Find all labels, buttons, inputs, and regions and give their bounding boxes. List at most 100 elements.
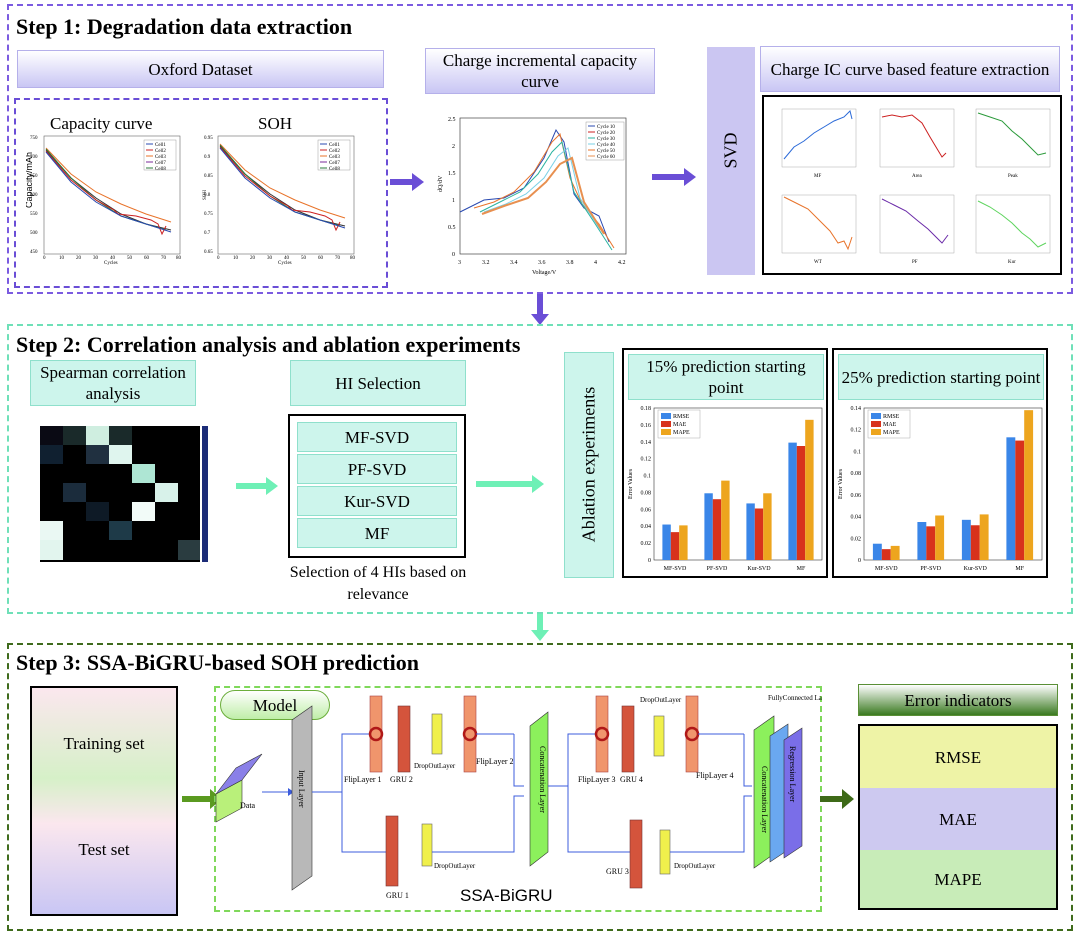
ic-xticks: 3 3.2 3.4 3.6 3.8 4 4.2 <box>458 260 626 266</box>
y-tick-label: 0.12 <box>641 457 652 463</box>
capacity-xtick-1: 0 <box>43 256 46 261</box>
x-tick-label: Kur-SVD <box>964 566 988 572</box>
feature-label-peak: Peak <box>1008 174 1018 179</box>
soh-legend-5: Cell8 <box>329 167 340 172</box>
feature-label-wt: WT <box>814 260 822 265</box>
concat1-label: Concatenation Layer <box>538 746 547 813</box>
x-tick-label: MF <box>797 566 806 572</box>
soh-ylabel: SOH <box>203 190 208 200</box>
soh-ytick-5: 0.75 <box>204 212 213 217</box>
bar-mae <box>970 525 980 560</box>
ic-yticks: 2.5 2 1.5 1 0.5 0 <box>448 117 456 258</box>
soh-xtick-9: 80 <box>350 256 356 261</box>
ablation-chart-15: 15% prediction starting point 0 0.02 0.04 0… <box>622 348 828 578</box>
soh-plot: SOH Cycles Cell1 Cell2 Cell3 Cell7 Cell8… <box>203 135 356 266</box>
hi-item-kur-svd: Kur-SVD <box>297 486 457 516</box>
y-tick-label: 0 <box>858 558 861 564</box>
x-tick-label: PF-SVD <box>707 566 728 572</box>
feature-plot-labels: MF Area Peak WT PF Kur <box>814 174 1018 265</box>
legend-swatch <box>871 429 881 435</box>
capacity-xticks: 0 10 20 30 40 50 60 70 80 <box>43 256 182 261</box>
ic-curve-header: Charge incremental capacity curve <box>425 48 655 94</box>
legend-label: RMSE <box>673 414 690 420</box>
bar-mape <box>1024 410 1034 560</box>
y-tick-label: 0.18 <box>641 406 652 412</box>
ic-ylabel: dQ/dV <box>438 175 444 192</box>
arrow-right-icon <box>476 475 544 493</box>
capacity-legend-5: Cell8 <box>155 167 166 172</box>
bar-rmse <box>788 442 797 560</box>
y-tick-label: 0.1 <box>644 474 652 480</box>
soh-xtick-3: 20 <box>250 256 256 261</box>
bar-mape <box>721 480 730 560</box>
ic-legend-1: Cycle 10 <box>597 125 615 130</box>
bar-rmse <box>961 519 971 560</box>
bar-mae <box>1015 440 1025 560</box>
gru2-label: GRU 2 <box>390 775 413 784</box>
capacity-curve-label: Capacity curve <box>50 114 153 133</box>
bar-mae <box>881 549 891 560</box>
arrow-right-icon <box>182 789 222 809</box>
capacity-xtick-3: 20 <box>76 256 82 261</box>
bar-rmse <box>704 493 713 560</box>
feature-grid: MF Area Peak WT PF Kur <box>762 95 1062 275</box>
arrow-right-icon <box>820 789 854 809</box>
feature-label-area: Area <box>912 174 922 179</box>
chart-25-title: 25% prediction starting point <box>838 354 1044 400</box>
model-name: SSA-BiGRU <box>460 886 553 905</box>
y-tick-label: 0.02 <box>641 541 652 547</box>
ic-ytick-2: 2 <box>452 144 455 150</box>
soh-ytick-2: 0.9 <box>204 155 211 160</box>
test-set-label: Test set <box>78 840 130 859</box>
bar-rmse <box>872 543 882 560</box>
bar-rmse <box>746 503 755 560</box>
ic-xtick-4: 3.6 <box>538 260 546 266</box>
y-tick-label: 0.06 <box>851 493 862 499</box>
capacity-legend-3: Cell3 <box>155 155 166 160</box>
ic-xtick-2: 3.2 <box>482 260 490 266</box>
capacity-legend-4: Cell7 <box>155 161 166 166</box>
hi-list-box <box>288 414 466 558</box>
soh-legend-1: Cell1 <box>329 143 340 148</box>
soh-ytick-7: 0.65 <box>204 250 213 255</box>
ic-legend-2: Cycle 20 <box>597 131 615 136</box>
spearman-heatmap <box>40 426 208 562</box>
step3-title: Step 3: SSA-BiGRU-based SOH prediction <box>16 650 419 675</box>
capacity-ytick-1: 750 <box>30 136 38 141</box>
step1-frame <box>7 4 1073 294</box>
soh-ytick-1: 0.95 <box>204 136 213 141</box>
ic-xtick-7: 4.2 <box>618 260 626 266</box>
soh-xtick-8: 70 <box>335 256 341 261</box>
soh-xtick-4: 30 <box>267 256 273 261</box>
capacity-xtick-7: 60 <box>144 256 150 261</box>
hi-item-mf-svd: MF-SVD <box>297 422 457 452</box>
capacity-legend-2: Cell2 <box>155 149 166 154</box>
ic-xtick-3: 3.4 <box>510 260 518 266</box>
legend-swatch <box>661 429 671 435</box>
chart-25-svg: 0 0.02 0.04 0.06 0.08 0.1 0.12 0.14 Error Values… <box>838 406 1043 572</box>
bar-mae <box>754 508 764 560</box>
capacity-ytick-6: 500 <box>30 231 38 236</box>
selection-note: Selection of 4 HIs based on relevance <box>289 564 467 603</box>
concat2-label: Concatenation Layer <box>760 766 769 833</box>
gru3-label: GRU 3 <box>606 867 629 876</box>
bar-rmse <box>917 522 927 560</box>
soh-legend-4: Cell7 <box>329 161 340 166</box>
data-block <box>215 753 263 823</box>
ablation-label: Ablation experiments <box>578 386 599 543</box>
feature-label-kur: Kur <box>1008 260 1016 265</box>
bar-mae <box>712 499 722 560</box>
soh-xtick-7: 60 <box>318 256 324 261</box>
legend-label: MAPE <box>673 430 690 436</box>
bar-mae <box>796 446 806 560</box>
legend-label: MAE <box>673 422 687 428</box>
training-set-label: Training set <box>63 734 145 753</box>
soh-xtick-1: 0 <box>217 256 220 261</box>
arrow-right-icon <box>390 173 424 191</box>
capacity-xtick-6: 50 <box>127 256 133 261</box>
legend-label: MAPE <box>883 430 900 436</box>
capacity-ytick-4: 600 <box>30 193 38 198</box>
y-tick-label: 0.12 <box>851 428 862 434</box>
capacity-ylabel: Capacity/mAh <box>26 152 34 208</box>
ic-xlabel: Voltage/V <box>532 270 557 276</box>
